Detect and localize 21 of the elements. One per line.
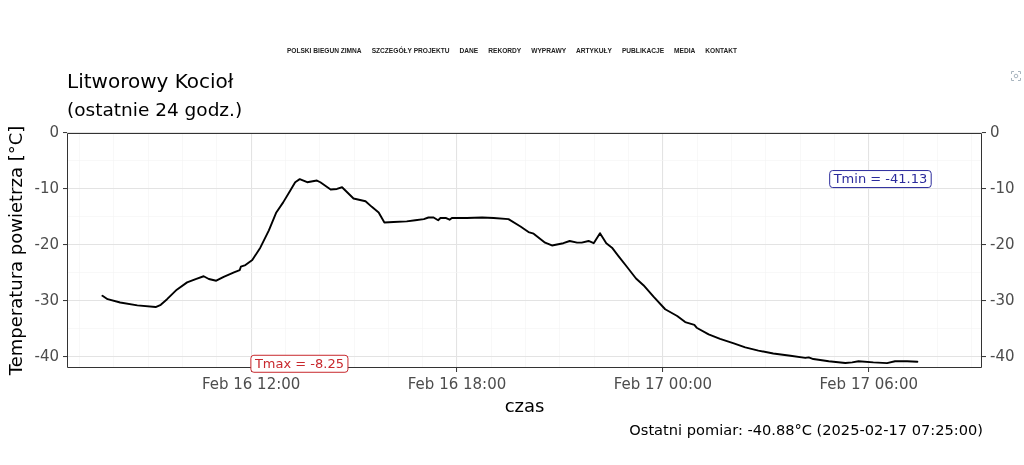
y-tick-label: -30: [34, 290, 59, 309]
y-tick-label: -10: [34, 178, 59, 197]
y2-tick-label: 0: [990, 122, 1000, 141]
x-tick-label: Feb 17 00:00: [613, 374, 713, 393]
y2-tick-label: -20: [990, 234, 1015, 253]
y-tick-label: -40: [34, 346, 59, 365]
y2-tick-label: -40: [990, 346, 1015, 365]
annotation: Tmin = -41.13: [832, 170, 928, 186]
x-tick-label: Feb 16 12:00: [201, 374, 301, 393]
y-tick-label: -20: [34, 234, 59, 253]
y2-tick-label: -10: [990, 178, 1015, 197]
annotation: Tmax = -8.25: [253, 355, 344, 371]
x-tick-label: Feb 16 18:00: [407, 374, 507, 393]
x-axis-title: czas: [504, 394, 545, 416]
chart-subtitle: (ostatnie 24 godz.): [67, 99, 243, 122]
y-axis-title: Temperatura powietrza [°C]: [5, 125, 27, 377]
y2-tick-label: -30: [990, 290, 1015, 309]
chart-title: Litworowy Kocioł: [67, 69, 234, 93]
y-tick-label: 0: [49, 122, 59, 141]
x-tick-label: Feb 17 06:00: [819, 374, 918, 393]
text: Ostatni pomiar: -40.88°C (2025-02-17 07:25:00): [629, 421, 983, 439]
